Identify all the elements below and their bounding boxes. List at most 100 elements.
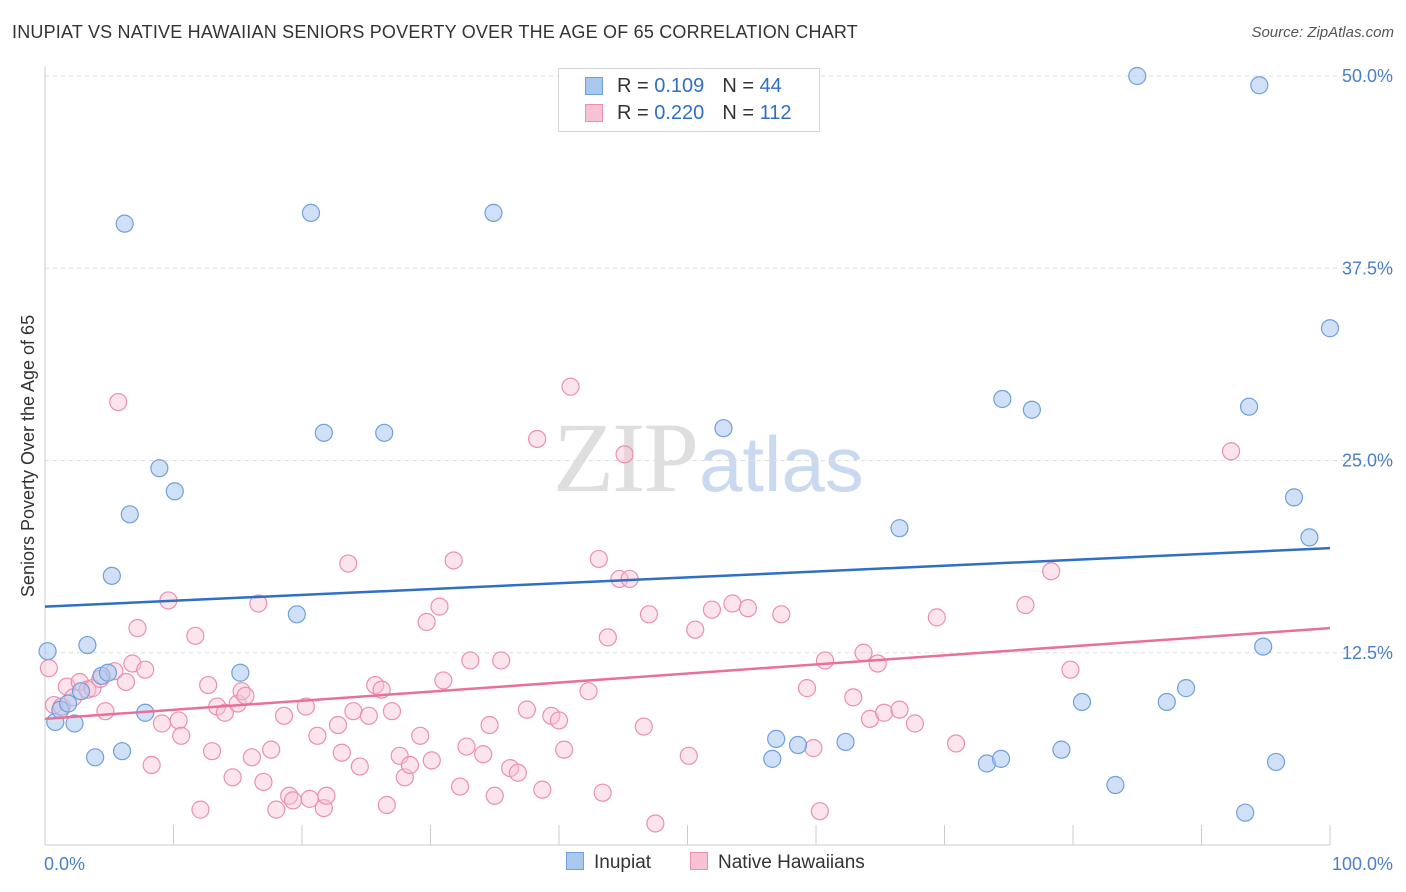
inupiat-legend-swatch xyxy=(566,852,584,870)
x-tick-label-max: 100.0% xyxy=(1332,854,1393,874)
x-tick-label-min: 0.0% xyxy=(44,854,85,874)
native-hawaiians-point xyxy=(702,600,722,619)
native-hawaiians-point xyxy=(422,751,441,770)
native-hawaiians-point xyxy=(1016,595,1035,615)
inupiat-point xyxy=(1239,397,1259,416)
inupiat-point xyxy=(102,566,121,585)
inupiat-point xyxy=(1320,319,1340,338)
native-hawaiians-point xyxy=(417,612,436,632)
native-hawaiians-point xyxy=(152,714,172,733)
inupiat-point xyxy=(1300,528,1319,547)
native-hawaiians-point xyxy=(598,628,617,647)
native-hawaiians-point xyxy=(646,814,665,833)
native-hawaiians-point xyxy=(359,706,378,725)
correlation-legend: R = 0.109 N = 44 R = 0.220 N = 112 xyxy=(558,68,820,132)
native-hawaiians-point xyxy=(96,702,115,721)
y-tick-label: 37.5% xyxy=(1342,258,1393,278)
native-hawaiians-point xyxy=(461,651,480,670)
native-hawaiians-point xyxy=(172,726,191,745)
native-hawaiians-point xyxy=(579,682,598,701)
native-hawaiians-point xyxy=(332,743,351,762)
inupiat-point xyxy=(150,459,169,478)
inupiat-point xyxy=(1250,76,1269,95)
inupiat-point xyxy=(993,389,1012,409)
native-hawaiians-point xyxy=(377,795,396,815)
inupiat-point xyxy=(98,663,118,682)
inupiat-point xyxy=(86,748,105,767)
watermark-zip: ZIP xyxy=(553,402,699,513)
inupiat-point xyxy=(767,729,786,748)
native-hawaiians-trend-line xyxy=(44,626,1331,721)
inupiat-point xyxy=(1106,775,1125,795)
native-hawaiians-point xyxy=(350,757,369,776)
native-hawaiians-point xyxy=(382,702,402,721)
native-hawaiians-point xyxy=(400,755,420,775)
native-hawaiians-point xyxy=(797,679,817,698)
inupiat-point xyxy=(1157,692,1176,712)
source-credit: Source: ZipAtlas.com xyxy=(1251,24,1394,41)
native-hawaiians-point xyxy=(274,706,294,725)
native-hawaiians-point xyxy=(492,651,511,670)
inupiat-point xyxy=(1128,66,1147,86)
native-hawaiians-point xyxy=(474,745,493,764)
bottom-legend-inupiat[interactable]: Inupiat xyxy=(566,852,651,874)
inupiat-point xyxy=(1176,679,1196,698)
native-hawaiians-point xyxy=(772,605,791,624)
native-hawaiians-point xyxy=(804,739,823,758)
native-hawaiians-point xyxy=(128,619,147,638)
native-hawaiians-point xyxy=(199,675,218,695)
native-hawaiians-legend-label: Native Hawaiians xyxy=(718,852,865,873)
native-hawaiians-point xyxy=(854,643,873,662)
native-hawaiians-point xyxy=(390,746,409,765)
native-hawaiians-point xyxy=(868,654,887,673)
native-hawaiians-point xyxy=(296,697,315,716)
native-hawaiians-point xyxy=(39,659,58,678)
native-hawaiians-point xyxy=(844,688,863,707)
inupiat-trend-line xyxy=(44,546,1331,608)
native-hawaiians-point xyxy=(589,549,608,569)
native-hawaiians-point xyxy=(444,551,463,570)
native-hawaiians-point xyxy=(890,700,909,719)
inupiat-point xyxy=(991,749,1011,768)
inupiat-point xyxy=(1022,400,1041,419)
native-hawaiians-point xyxy=(191,800,210,819)
inupiat-point xyxy=(1266,752,1286,772)
legend-r-label: R = xyxy=(617,75,655,97)
native-hawaiians-point xyxy=(815,651,835,670)
inupiat-point xyxy=(59,694,78,713)
native-hawaiians-point xyxy=(686,620,705,639)
native-hawaiians-point xyxy=(450,777,470,796)
inupiat-point xyxy=(120,505,139,524)
inupiat-point xyxy=(78,635,97,655)
inupiat-point xyxy=(112,742,132,761)
native-hawaiians-point xyxy=(434,671,453,690)
native-hawaiians-point xyxy=(555,740,574,759)
y-tick-label: 50.0% xyxy=(1342,66,1393,86)
legend-n-value: 44 xyxy=(759,75,782,97)
native-hawaiians-point xyxy=(634,717,653,736)
inupiat-point xyxy=(287,605,306,624)
axis-layer xyxy=(44,66,1331,846)
native-hawaiians-point xyxy=(136,660,155,679)
inupiat-point xyxy=(714,419,733,438)
native-hawaiians-point xyxy=(116,672,136,692)
bottom-legend-native-hawaiians[interactable]: Native Hawaiians xyxy=(690,852,865,874)
native-hawaiians-point xyxy=(249,594,268,613)
native-hawaiians-point xyxy=(215,703,234,722)
inupiat-point xyxy=(375,423,394,442)
trend-lines xyxy=(44,546,1331,721)
inupiat-points xyxy=(38,66,1340,822)
inupiat-point xyxy=(231,663,250,682)
native-hawaiians-point xyxy=(236,686,255,705)
native-hawaiians-point xyxy=(549,711,569,730)
native-hawaiians-point xyxy=(267,800,286,819)
native-hawaiians-point xyxy=(480,715,499,735)
native-hawaiians-point xyxy=(679,746,698,765)
native-hawaiians-point xyxy=(528,429,547,449)
inupiat-point xyxy=(38,642,57,661)
native-hawaiians-point xyxy=(430,597,449,616)
inupiat-point xyxy=(1052,740,1071,759)
inupiat-point xyxy=(314,423,333,442)
native-hawaiians-point xyxy=(533,780,552,799)
